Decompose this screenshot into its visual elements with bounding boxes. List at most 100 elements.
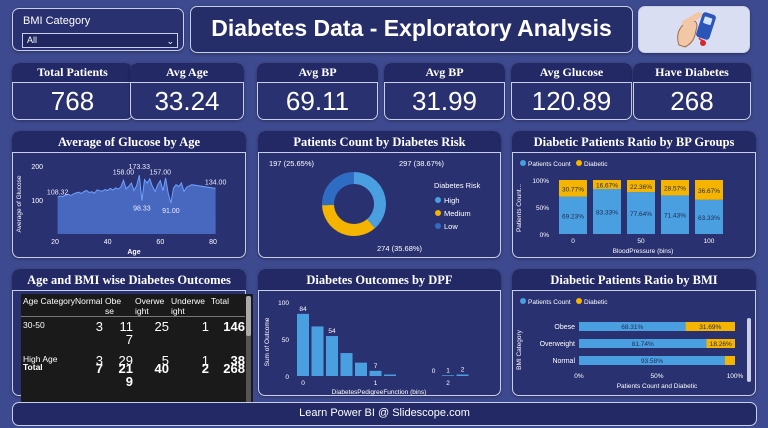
data-label: 91.00	[162, 208, 180, 215]
x-axis-label: Patients Count and Diabetic	[617, 383, 698, 390]
bar-patients-count	[593, 189, 621, 234]
legend-dot	[576, 298, 582, 304]
data-label: 98.33	[133, 206, 151, 213]
dpf-bar	[297, 313, 309, 376]
x-tick-label: 50%	[650, 373, 663, 380]
dpf-bar-chart[interactable]: 0 50 100 Sum of Outcome 84 54 7 0 1 2 0 1 2 DiabetesP…	[259, 292, 500, 396]
x-tick-label: 0	[301, 380, 305, 387]
matrix-column-header: Age Category	[23, 296, 75, 306]
dpf-bar	[355, 362, 367, 376]
bar-patients-count	[579, 322, 686, 331]
bar-patients-count	[661, 195, 689, 234]
data-label: 28.57%	[664, 186, 686, 193]
dpf-bar	[340, 353, 353, 376]
bar-diabetic	[661, 180, 689, 196]
data-label: 31.69%	[699, 324, 721, 331]
matrix-cell: 29	[118, 353, 133, 368]
x-tick-label: 0	[571, 238, 575, 245]
category-label: Normal	[552, 358, 575, 365]
dpf-bar	[369, 370, 382, 376]
legend-item: Patients Count	[528, 299, 571, 306]
diabetes-glucose-meter-icon	[677, 12, 716, 48]
category-label: Overweight	[540, 341, 575, 348]
kpi-value: 268	[670, 86, 714, 116]
matrix-scrollbar[interactable]	[246, 296, 251, 412]
matrix-cell: 5	[161, 353, 169, 368]
legend-item: High	[444, 196, 459, 205]
y-axis-label: Average of Glucose	[16, 175, 23, 232]
data-label: 84	[299, 306, 307, 313]
legend-dot	[435, 197, 441, 203]
y-tick-label: 200	[31, 164, 43, 171]
donut-label-low: 197 (25.65%)	[269, 159, 315, 168]
x-tick-label: 60	[156, 239, 164, 246]
matrix-cell: 40	[154, 361, 169, 376]
kpi-value: 768	[50, 86, 95, 116]
matrix-cell: 7	[95, 361, 103, 376]
x-tick-label: 100	[704, 238, 715, 245]
x-tick-label: 80	[209, 239, 217, 246]
x-tick-label: 2	[446, 380, 450, 387]
panel-title: Diabetes Outcomes by DPF	[258, 269, 501, 291]
chevron-down-icon[interactable]: ⌄	[166, 36, 174, 46]
x-tick-label: 40	[104, 239, 112, 246]
matrix-cell: 21 9	[118, 361, 133, 389]
dpf-bar	[311, 326, 324, 376]
risk-donut-chart[interactable]: 297 (38.67%) 274 (35.68%) 197 (25.65%) Diab…	[259, 154, 500, 258]
panel-age-bmi-matrix: Age and BMI wise Diabetes Outcomes Age C…	[12, 269, 253, 418]
matrix-column-header: Overwe ight	[135, 296, 165, 316]
panel-title: Diabetic Patients Ratio by BP Groups	[512, 131, 756, 153]
data-label: 7	[374, 363, 378, 370]
panel-title: Diabetic Patients Ratio by BMI	[512, 269, 756, 291]
kpi-avg-age: Avg Age 33.24	[130, 63, 244, 120]
category-label: Obese	[554, 324, 575, 331]
y-tick-label: 50%	[536, 205, 549, 212]
data-label: 81.74%	[632, 341, 654, 348]
matrix-column-header: Normal	[75, 296, 103, 306]
kpi-avg-bp: Avg BP 69.11	[257, 63, 378, 120]
bp-stacked-bar-chart[interactable]: Patients Count Diabetic 0% 50% 100% Patients …	[513, 154, 755, 258]
x-tick-label: 0%	[574, 373, 584, 380]
matrix-column-header: Obe se	[105, 296, 122, 316]
outcomes-matrix-table[interactable]: Age Category Normal Obe se Overwe ight Under…	[21, 294, 253, 418]
bar-diabetic	[685, 322, 735, 331]
matrix-row-label: 30-50	[23, 320, 45, 330]
panel-bmi-ratio: Diabetic Patients Ratio by BMI Patients …	[512, 269, 756, 396]
data-label: 1	[446, 367, 450, 374]
bmi-stacked-bar-chart[interactable]: Patients Count Diabetic BMI Category Obese 6…	[513, 292, 755, 396]
glucose-area-chart[interactable]: Average of Glucose 100 200 20 40 60 80 Age 108.3…	[13, 154, 245, 258]
slicer-dropdown[interactable]: All ⌄	[22, 33, 178, 48]
data-label: 16.67%	[596, 183, 618, 190]
legend-item: Patients Count	[528, 161, 571, 168]
x-axis-label: BloodPressure (bins)	[613, 248, 674, 255]
data-label: 30.77%	[562, 186, 584, 193]
donut-slice-high	[354, 172, 386, 229]
donut-slice-medium	[322, 204, 375, 236]
glucose-line	[57, 175, 216, 204]
data-label: 71.43%	[664, 213, 686, 220]
panel-glucose-by-age: Average of Glucose by Age Average of Glu…	[12, 131, 246, 258]
data-label: 158.00	[113, 169, 135, 176]
panel-title: Patients Count by Diabetes Risk	[258, 131, 501, 153]
legend-item: Diabetic	[584, 299, 608, 306]
legend-dot	[435, 223, 441, 229]
matrix-cell: 1	[201, 319, 209, 334]
kpi-have-diabetes: Have Diabetes 268	[633, 63, 751, 120]
bar-diabetic	[627, 180, 655, 193]
kpi-value: 120.89	[531, 86, 612, 116]
data-label: 83.33%	[596, 210, 618, 217]
matrix-cell: 25	[154, 319, 169, 334]
footer-banner: Learn Power BI @ Slidescope.com	[12, 402, 757, 426]
kpi-title: Total Patients	[12, 63, 133, 83]
data-label: 36.67%	[698, 188, 720, 195]
bmi-category-slicer[interactable]: BMI Category All ⌄	[12, 8, 184, 51]
dpf-bar	[384, 374, 396, 376]
matrix-cell: 268	[223, 361, 245, 376]
kpi-avg-glucose: Avg Glucose 120.89	[511, 63, 632, 120]
data-label: 93.58%	[641, 358, 663, 365]
legend-dot	[576, 160, 582, 166]
data-label: 77.64%	[630, 211, 652, 218]
dpf-bar	[456, 374, 469, 376]
donut-slice-low	[322, 172, 354, 206]
legend-item: Diabetic	[584, 161, 608, 168]
